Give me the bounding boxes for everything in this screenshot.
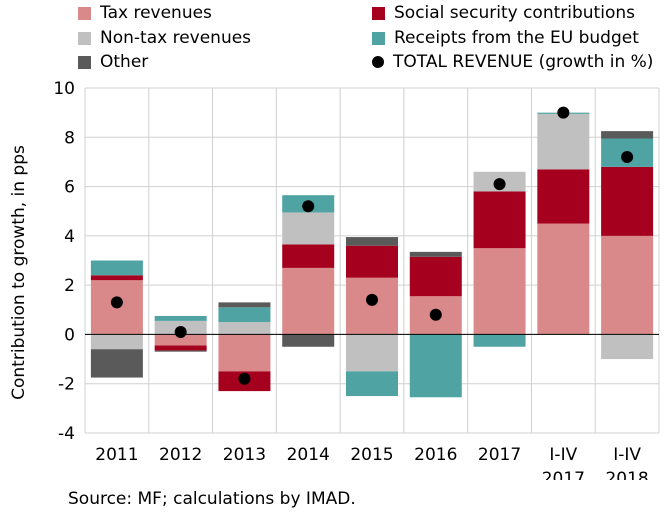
x-tick-label: 2016 — [414, 445, 457, 465]
total-revenue-marker — [174, 325, 187, 338]
bar-segment-non-tax-revenues — [282, 212, 335, 245]
legend-swatch-other — [78, 55, 91, 69]
bar-segment-tax-revenues — [154, 334, 207, 346]
legend-label: Receipts from the EU budget — [394, 28, 639, 48]
bar-segment-tax-revenues — [473, 248, 526, 335]
bar-segment-social-security-contributions — [282, 244, 335, 268]
bar-segment-other — [218, 302, 271, 308]
legend-label: Social security contributions — [394, 3, 635, 23]
bar-segment-other — [346, 237, 398, 246]
bar-segment-social-security-contributions — [346, 245, 398, 278]
legend-label: Other — [100, 52, 149, 72]
bar-segment-other — [90, 349, 143, 378]
y-tick-label: -2 — [58, 375, 75, 395]
total-revenue-marker — [621, 151, 634, 163]
legend-item-non-tax-revenues: Non-tax revenues — [78, 28, 251, 48]
x-tick-label: I-IV — [613, 445, 641, 465]
bar-segment-social-security-contributions — [601, 166, 654, 236]
legend-label: TOTAL REVENUE (growth in %) — [393, 52, 654, 72]
legend-dot-total-revenue — [372, 56, 384, 68]
y-axis-label: Contribution to growth, in pps — [9, 145, 29, 400]
bar-segment-non-tax-revenues — [346, 334, 398, 372]
bar-segment-receipts-from-the-eu-budget — [154, 315, 207, 321]
legend-swatch-social-security — [372, 6, 385, 20]
bar-segment-social-security-contributions — [154, 345, 207, 351]
x-tick-label: 2015 — [350, 445, 393, 465]
bar-segment-other — [282, 334, 335, 347]
y-tick-label: 4 — [64, 227, 75, 247]
bar-segment-tax-revenues — [601, 235, 654, 335]
x-tick-label: I-IV — [549, 445, 577, 465]
bar-segment-receipts-from-the-eu-budget — [346, 371, 398, 397]
total-revenue-marker — [557, 106, 570, 119]
bar-segment-non-tax-revenues — [218, 322, 271, 335]
legend-item-eu-budget: Receipts from the EU budget — [372, 28, 639, 48]
x-tick-label: 2012 — [159, 445, 202, 465]
legend-label: Non-tax revenues — [100, 28, 252, 48]
y-tick-label: 0 — [64, 325, 75, 345]
total-revenue-marker — [366, 293, 378, 306]
bar-segment-other — [601, 131, 654, 139]
bar-segment-tax-revenues — [218, 334, 271, 372]
bar-segment-non-tax-revenues — [601, 334, 654, 360]
legend-swatch-non-tax-revenues — [78, 31, 91, 45]
legend-item-total-revenue: TOTAL REVENUE (growth in %) — [372, 52, 653, 72]
total-revenue-marker — [302, 200, 315, 213]
legend-item-social-security: Social security contributions — [372, 3, 635, 23]
x-tick-label: 2013 — [223, 445, 266, 465]
bar-segment-other — [154, 350, 207, 352]
bar-segment-social-security-contributions — [473, 191, 526, 249]
bar-segment-receipts-from-the-eu-budget — [409, 334, 462, 398]
bar-segment-non-tax-revenues — [90, 334, 143, 350]
legend: Tax revenues Social security contributio… — [0, 0, 667, 80]
x-tick-label: 2017 — [478, 445, 521, 465]
bar-segment-receipts-from-the-eu-budget — [473, 334, 526, 347]
x-tick-label: 2014 — [287, 445, 330, 465]
bar-segment-tax-revenues — [282, 267, 335, 335]
total-revenue-marker — [429, 308, 442, 321]
bar-segment-tax-revenues — [537, 223, 590, 335]
bar-segment-non-tax-revenues — [537, 113, 590, 170]
legend-item-other: Other — [78, 52, 148, 72]
bar-segment-receipts-from-the-eu-budget — [90, 260, 143, 276]
legend-label: Tax revenues — [100, 3, 212, 23]
y-tick-label: -4 — [58, 424, 75, 444]
legend-swatch-eu-budget — [372, 31, 385, 45]
total-revenue-marker — [110, 296, 123, 309]
bar-segment-social-security-contributions — [537, 169, 590, 224]
bar-segment-social-security-contributions — [409, 256, 462, 297]
x-tick-label: 2018 — [605, 469, 648, 480]
total-revenue-marker — [238, 372, 251, 385]
bar-segment-receipts-from-the-eu-budget — [218, 307, 271, 323]
source-note: Source: MF; calculations by IMAD. — [68, 489, 356, 509]
total-revenue-marker — [493, 178, 506, 191]
bar-segment-other — [409, 251, 462, 257]
bar-segment-tax-revenues — [346, 277, 398, 335]
x-tick-label: 2011 — [95, 445, 138, 465]
x-tick-label: 2017 — [542, 469, 585, 480]
y-tick-label: 10 — [53, 79, 75, 99]
y-tick-label: 2 — [64, 276, 75, 296]
stacked-bar-chart: -4 -2 0 2 4 6 8 10 2011 2012 2013 2014 2015 2016 2017 I… — [9, 79, 660, 480]
y-tick-label: 6 — [64, 178, 75, 198]
y-tick-label: 8 — [64, 128, 75, 148]
legend-item-tax-revenues: Tax revenues — [78, 3, 212, 23]
legend-swatch-tax-revenues — [78, 6, 91, 20]
bar-segment-social-security-contributions — [90, 275, 143, 281]
